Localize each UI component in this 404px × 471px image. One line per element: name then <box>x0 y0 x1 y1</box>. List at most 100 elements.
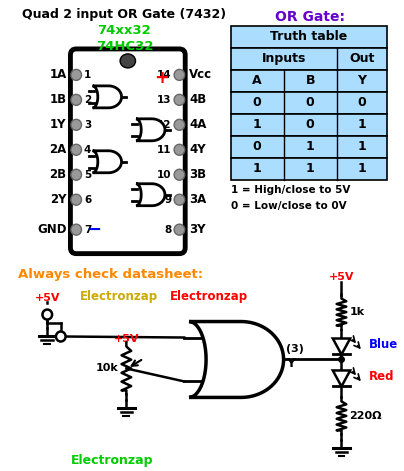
FancyBboxPatch shape <box>70 49 185 253</box>
Text: Blue: Blue <box>368 338 398 351</box>
Text: 74HC32 1/4: 74HC32 1/4 <box>206 355 274 365</box>
Polygon shape <box>136 119 165 141</box>
Text: 0 = Low/close to 0V: 0 = Low/close to 0V <box>231 201 346 211</box>
Bar <box>231 70 387 92</box>
Text: 8: 8 <box>164 225 172 235</box>
Text: 1: 1 <box>358 162 366 175</box>
Text: +5V: +5V <box>34 292 60 302</box>
Polygon shape <box>136 184 165 206</box>
Bar <box>231 136 387 158</box>
Text: Electronzap: Electronzap <box>170 290 248 302</box>
Bar <box>231 26 387 48</box>
Text: 2: 2 <box>84 95 91 105</box>
Circle shape <box>71 224 82 235</box>
Circle shape <box>71 69 82 81</box>
Ellipse shape <box>120 54 135 68</box>
Text: 74xx32: 74xx32 <box>97 24 152 37</box>
Text: 2A: 2A <box>49 143 67 156</box>
Text: 220Ω: 220Ω <box>349 411 382 421</box>
Circle shape <box>174 94 185 106</box>
Polygon shape <box>333 371 350 386</box>
Bar <box>231 114 387 136</box>
Text: 1k: 1k <box>349 307 364 317</box>
Text: 3A: 3A <box>189 193 206 206</box>
Text: 1: 1 <box>358 140 366 153</box>
Text: 5: 5 <box>84 170 91 180</box>
Text: Red: Red <box>368 370 394 383</box>
Text: 13: 13 <box>157 95 172 105</box>
Text: Y: Y <box>286 357 295 370</box>
Circle shape <box>174 194 185 205</box>
Text: 0: 0 <box>252 140 261 153</box>
Text: 3: 3 <box>84 120 91 130</box>
Text: 0: 0 <box>306 97 314 109</box>
Text: B (2): B (2) <box>210 375 242 388</box>
Text: Y: Y <box>357 74 366 88</box>
Circle shape <box>174 144 185 155</box>
Polygon shape <box>189 322 284 398</box>
Polygon shape <box>333 339 350 355</box>
Text: +5V: +5V <box>114 333 139 343</box>
Text: 74HC32: 74HC32 <box>96 40 153 53</box>
Text: 10k: 10k <box>96 364 119 374</box>
Text: 1: 1 <box>358 118 366 131</box>
Text: 4B: 4B <box>189 93 206 106</box>
Text: 1: 1 <box>252 118 261 131</box>
Text: 4A: 4A <box>189 118 206 131</box>
Text: +5V: +5V <box>329 272 354 282</box>
Text: 0: 0 <box>252 97 261 109</box>
Text: +: + <box>155 69 170 87</box>
Text: Quad 2 input OR Gate (7432): Quad 2 input OR Gate (7432) <box>22 8 227 21</box>
Polygon shape <box>93 151 122 173</box>
Text: 1: 1 <box>306 140 314 153</box>
Text: 2Y: 2Y <box>50 193 67 206</box>
Text: 2B: 2B <box>49 168 67 181</box>
Text: 14: 14 <box>157 70 172 80</box>
Text: 0: 0 <box>306 118 314 131</box>
Text: 4Y: 4Y <box>189 143 206 156</box>
Circle shape <box>71 94 82 106</box>
Bar <box>231 48 387 70</box>
Text: 1: 1 <box>252 162 261 175</box>
Text: 4: 4 <box>84 145 91 155</box>
Text: 1 = High/close to 5V: 1 = High/close to 5V <box>231 185 350 195</box>
Circle shape <box>174 119 185 130</box>
Text: Vcc: Vcc <box>189 68 212 81</box>
Text: 7: 7 <box>84 225 91 235</box>
Circle shape <box>174 224 185 235</box>
Text: 3B: 3B <box>189 168 206 181</box>
Text: Electronzap: Electronzap <box>80 290 158 302</box>
Circle shape <box>174 69 185 81</box>
Circle shape <box>71 119 82 130</box>
Text: A (1): A (1) <box>210 331 242 344</box>
Polygon shape <box>93 86 122 108</box>
Text: 1Y: 1Y <box>50 118 67 131</box>
Text: 1: 1 <box>84 70 91 80</box>
Text: Always check datasheet:: Always check datasheet: <box>18 268 204 281</box>
Text: 1A: 1A <box>49 68 67 81</box>
Text: A: A <box>252 74 262 88</box>
Circle shape <box>56 332 65 341</box>
Circle shape <box>71 144 82 155</box>
Bar <box>231 92 387 114</box>
Text: 10: 10 <box>157 170 172 180</box>
Circle shape <box>174 169 185 180</box>
Text: 1: 1 <box>306 162 314 175</box>
Text: OR Gate:: OR Gate: <box>275 10 345 24</box>
Text: B: B <box>305 74 315 88</box>
Text: (3): (3) <box>286 344 304 355</box>
Circle shape <box>42 309 52 319</box>
Text: Electronzap: Electronzap <box>70 455 153 467</box>
Text: 3Y: 3Y <box>189 223 206 236</box>
Text: Inputs: Inputs <box>261 52 306 65</box>
Text: 9: 9 <box>164 195 172 205</box>
Text: 6: 6 <box>84 195 91 205</box>
Text: 0: 0 <box>358 97 366 109</box>
Text: Out: Out <box>349 52 375 65</box>
Text: GND: GND <box>37 223 67 236</box>
Text: 11: 11 <box>157 145 172 155</box>
Bar <box>231 158 387 180</box>
Text: 1B: 1B <box>49 93 67 106</box>
Text: Truth table: Truth table <box>270 31 347 43</box>
Circle shape <box>71 194 82 205</box>
